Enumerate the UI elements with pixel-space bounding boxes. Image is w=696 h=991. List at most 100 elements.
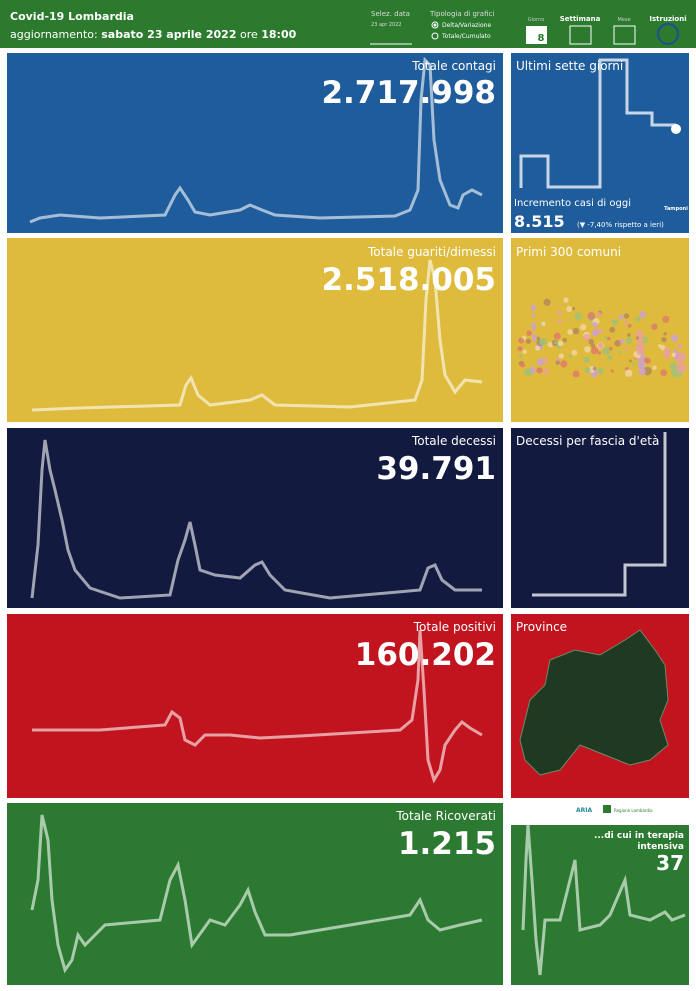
bubble: [531, 334, 537, 340]
bubble: [661, 336, 667, 343]
panel-value: 39.791: [376, 451, 496, 487]
chart-type-delta[interactable]: Delta/Variazione: [442, 22, 491, 29]
province-map[interactable]: [519, 629, 669, 776]
bubble: [603, 335, 608, 340]
bubble: [532, 327, 536, 332]
update-date: sabato 23 aprile 2022: [101, 28, 236, 41]
bubble: [557, 340, 564, 347]
bubble: [588, 338, 595, 345]
bubble: [637, 360, 646, 369]
panel-value: 2.518.005: [321, 262, 496, 298]
bubble: [631, 362, 636, 366]
bubble: [617, 350, 622, 354]
bubble: [625, 337, 633, 344]
bubble: [617, 340, 621, 344]
bubble: [525, 338, 532, 344]
panel-value: 1.215: [398, 826, 496, 862]
bubble: [643, 357, 649, 363]
bubble: [571, 349, 578, 356]
bubble: [574, 312, 582, 320]
time-label: ore: [240, 28, 258, 41]
month-icon[interactable]: [613, 25, 636, 45]
bubble: [587, 311, 596, 320]
date-value[interactable]: 23 apr 2022: [371, 22, 402, 28]
bubble: [673, 348, 678, 353]
update-line: aggiornamento: sabato 23 aprile 2022 ore…: [10, 28, 297, 41]
bubble: [606, 336, 611, 341]
bubble: [553, 332, 561, 340]
bubble: [568, 354, 572, 358]
view-day[interactable]: Giorno: [528, 17, 545, 23]
bubble: [583, 333, 591, 341]
icu-value: 37: [656, 851, 684, 875]
aria-logo: ARIA: [576, 807, 592, 814]
bubble: [611, 318, 619, 326]
side-title: Decessi per fascia d'età: [516, 434, 659, 448]
increment-note: (▼ -7,40% rispetto a ieri): [577, 221, 664, 229]
bubble: [557, 318, 563, 324]
bubble: [678, 356, 683, 361]
week-icon[interactable]: [569, 25, 592, 45]
bubble: [531, 322, 537, 328]
update-time: 18:00: [261, 28, 296, 41]
panel-deaths: [7, 428, 503, 608]
view-help[interactable]: Istruzioni: [649, 15, 686, 23]
update-label: aggiornamento:: [10, 28, 98, 41]
tests-link[interactable]: Tamponi: [664, 206, 688, 212]
panel-value: 2.717.998: [321, 75, 496, 111]
bubble: [602, 347, 611, 355]
bubble: [618, 314, 624, 320]
panel-title: Totale positivi: [413, 620, 496, 634]
bubble: [567, 329, 573, 335]
chart-type-label: Tipologia di grafici: [429, 10, 494, 18]
bubble: [638, 367, 646, 376]
bubble: [536, 358, 545, 366]
bubble: [624, 369, 633, 377]
increment-value: 8.515: [514, 212, 565, 231]
bubble: [563, 297, 569, 303]
bubble: [623, 320, 628, 325]
bubble: [597, 367, 605, 374]
view-week[interactable]: Settimana: [560, 15, 601, 23]
trend-line: [521, 824, 686, 976]
bubble: [669, 362, 677, 370]
bubble: [662, 315, 670, 323]
bubble: [536, 336, 541, 341]
age-step-line: [532, 432, 667, 597]
bubble: [532, 338, 537, 342]
bubble: [571, 307, 576, 311]
bubble: [671, 334, 679, 342]
region-name: Regione Lombardia: [614, 808, 653, 813]
bubble: [641, 336, 649, 344]
side-title: Primi 300 comuni: [516, 245, 621, 259]
panel-title: Totale guariti/dimessi: [367, 245, 496, 259]
panel-deaths-age: [511, 428, 689, 608]
trend-line: [29, 56, 483, 224]
view-month[interactable]: Mese: [617, 17, 630, 23]
radio-total[interactable]: [431, 32, 439, 40]
bubble: [652, 365, 657, 370]
bubble: [597, 351, 602, 355]
icu-label: ...di cui in terapia: [594, 831, 684, 841]
bubble: [623, 313, 630, 319]
bubble: [556, 357, 560, 361]
bubble: [626, 333, 631, 337]
bubble: [562, 337, 568, 343]
bubble: [540, 321, 546, 327]
chart-type-total[interactable]: Totale/Cumulato: [441, 33, 491, 40]
panel-title: Totale contagi: [411, 59, 496, 73]
bubble: [535, 345, 541, 351]
bubble: [579, 324, 587, 331]
region-logo: [603, 805, 611, 813]
bubble: [663, 332, 667, 336]
panel-recovered: [7, 238, 503, 422]
bubble: [530, 369, 535, 374]
bubble: [557, 310, 562, 315]
help-icon[interactable]: [657, 23, 679, 45]
bubble: [639, 311, 647, 319]
radio-delta[interactable]: [431, 21, 439, 29]
day-icon[interactable]: [526, 26, 547, 44]
bubble: [663, 351, 671, 359]
bubble: [651, 323, 658, 330]
